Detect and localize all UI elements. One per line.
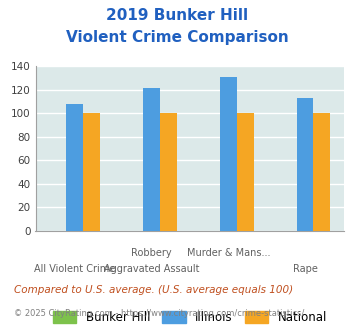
Bar: [313, 113, 330, 231]
Text: Compared to U.S. average. (U.S. average equals 100): Compared to U.S. average. (U.S. average …: [14, 285, 293, 295]
Bar: [296, 98, 313, 231]
Text: Violent Crime Comparison: Violent Crime Comparison: [66, 30, 289, 45]
Text: 2019 Bunker Hill: 2019 Bunker Hill: [106, 8, 248, 23]
Bar: [160, 113, 177, 231]
Text: Rape: Rape: [293, 264, 317, 274]
Text: All Violent Crime: All Violent Crime: [34, 264, 115, 274]
Bar: [66, 104, 83, 231]
Bar: [220, 77, 237, 231]
Text: Aggravated Assault: Aggravated Assault: [104, 264, 199, 274]
Text: Robbery: Robbery: [131, 248, 172, 257]
Text: © 2025 CityRating.com - https://www.cityrating.com/crime-statistics/: © 2025 CityRating.com - https://www.city…: [14, 309, 305, 317]
Text: Murder & Mans...: Murder & Mans...: [186, 248, 270, 257]
Bar: [143, 88, 160, 231]
Bar: [83, 113, 100, 231]
Legend: Bunker Hill, Illinois, National: Bunker Hill, Illinois, National: [48, 306, 332, 329]
Bar: [237, 113, 253, 231]
